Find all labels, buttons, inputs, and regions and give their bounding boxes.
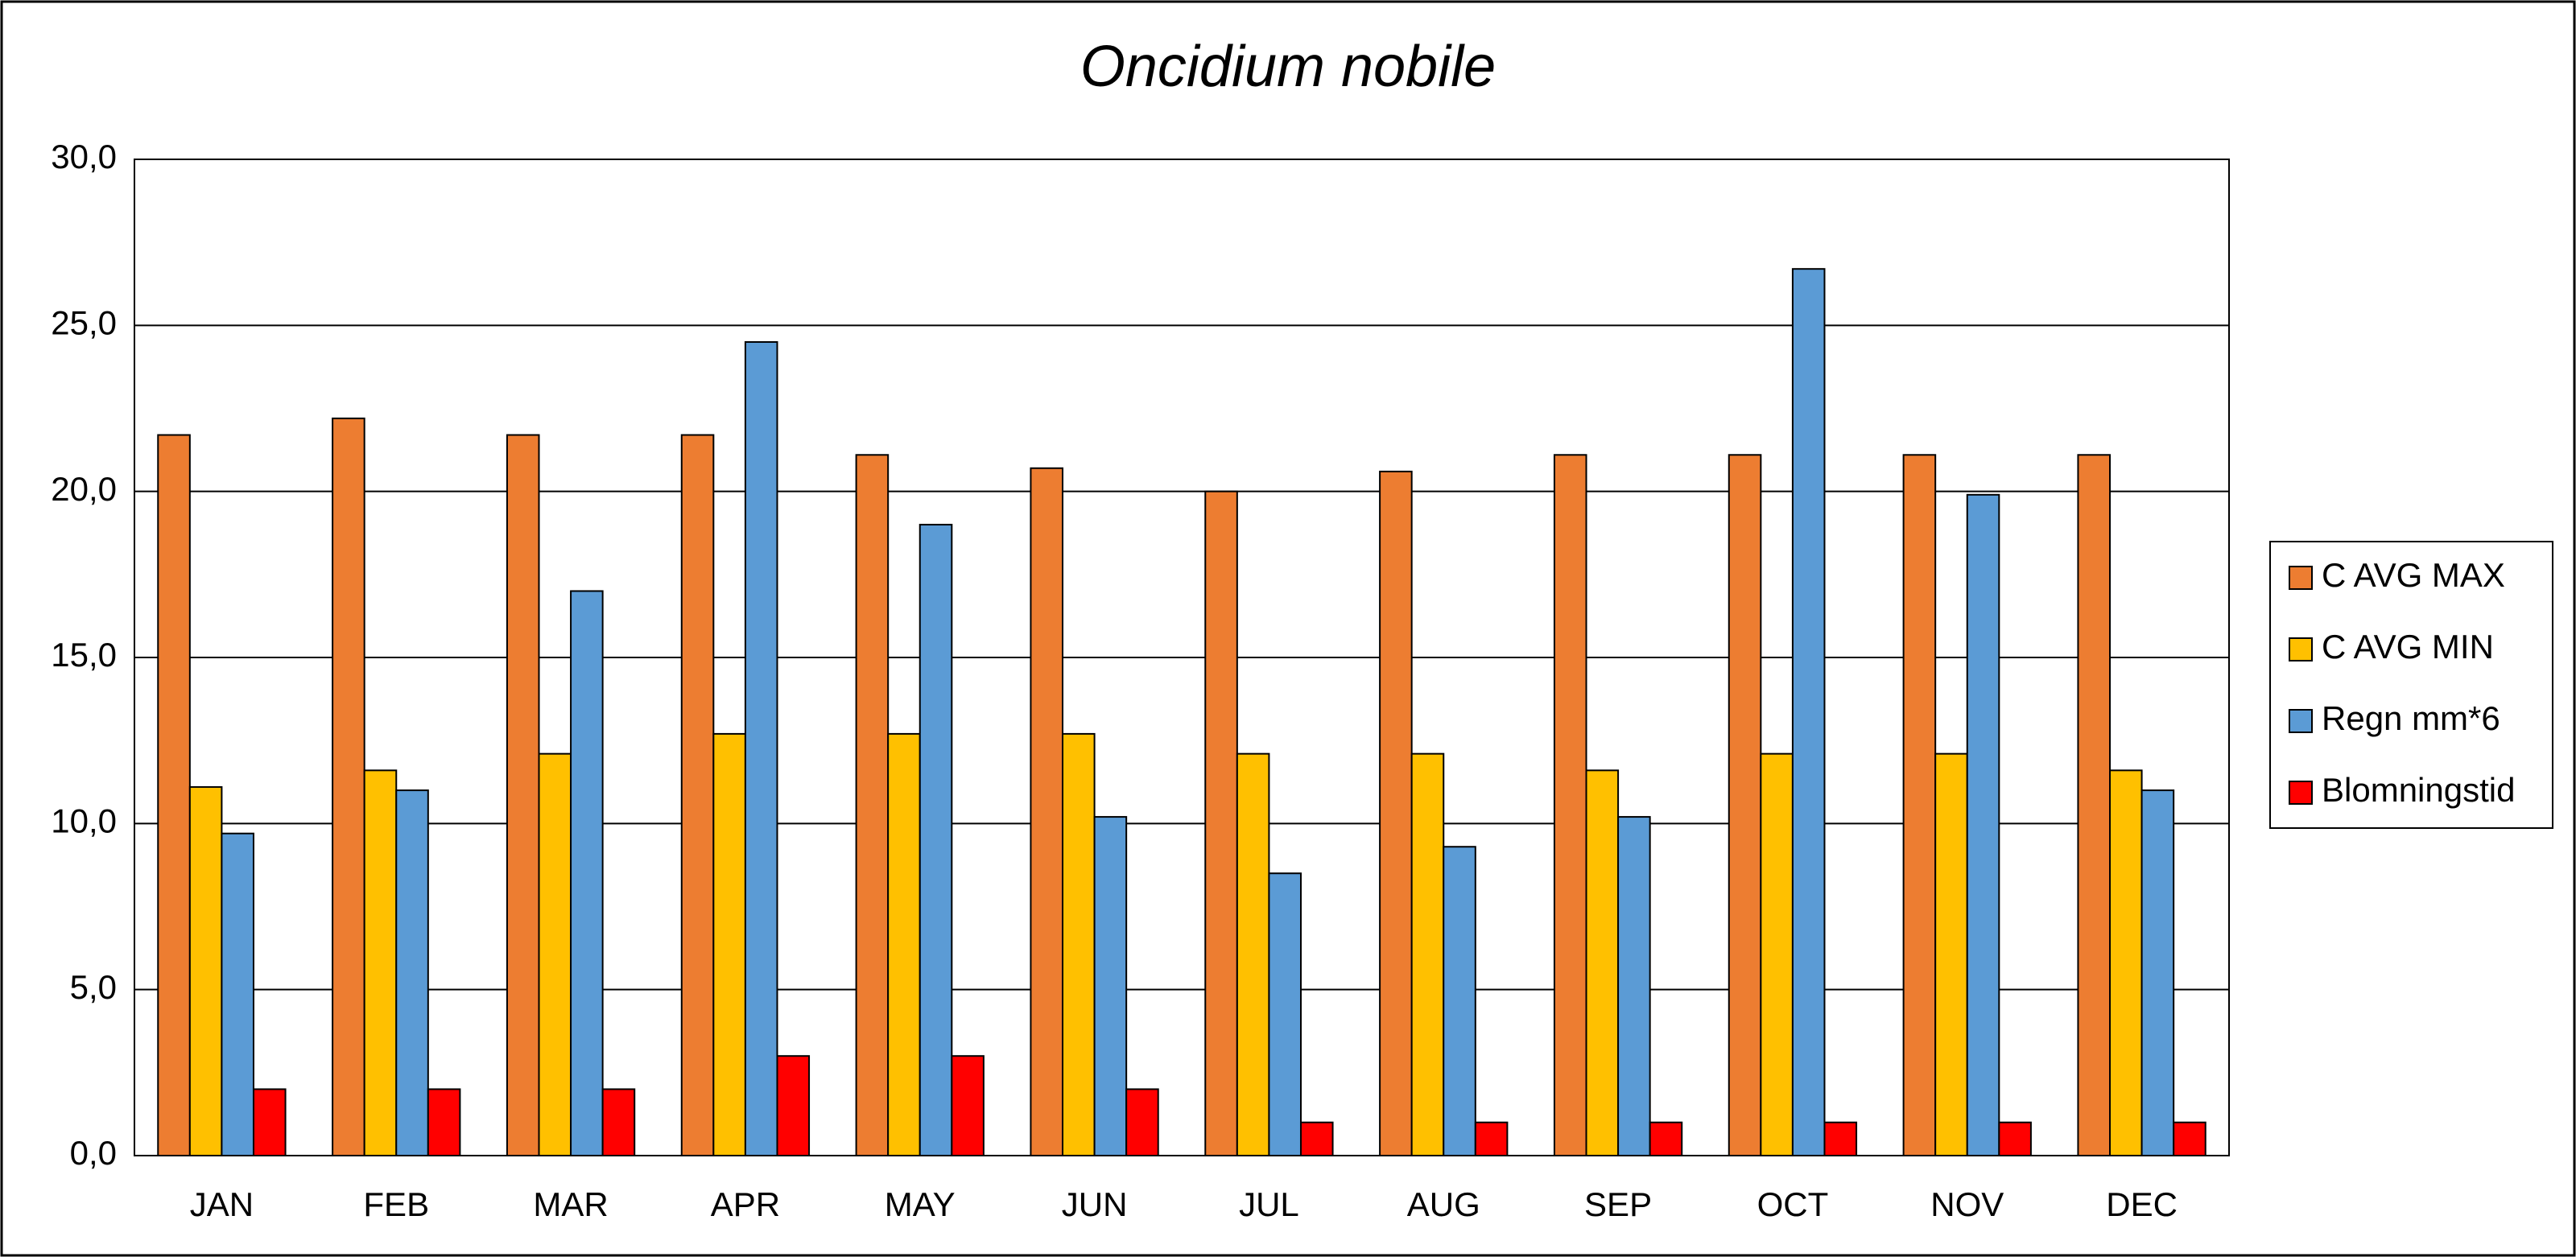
bar xyxy=(1443,846,1476,1156)
bar xyxy=(1760,752,1794,1156)
bar xyxy=(1791,268,1826,1156)
x-tick-label: NOV xyxy=(1930,1185,2004,1223)
y-tick-label: 10,0 xyxy=(51,802,117,839)
bar xyxy=(1823,1121,1858,1156)
x-tick-label: JAN xyxy=(190,1185,254,1223)
bar xyxy=(1617,816,1651,1157)
legend-label: C AVG MIN xyxy=(2322,628,2494,666)
bar xyxy=(221,832,254,1157)
x-tick-label: DEC xyxy=(2106,1185,2178,1223)
bar xyxy=(395,789,429,1156)
y-tick-label: 15,0 xyxy=(51,636,117,674)
bar xyxy=(855,454,890,1156)
x-tick-label: JUL xyxy=(1239,1185,1299,1223)
legend-label: Regn mm*6 xyxy=(2322,699,2500,737)
bar xyxy=(1204,490,1238,1156)
bar xyxy=(2173,1121,2207,1156)
bar xyxy=(951,1055,985,1156)
bar xyxy=(1649,1121,1683,1156)
bar xyxy=(1553,454,1587,1156)
bar xyxy=(1268,872,1302,1156)
legend-swatch xyxy=(2289,566,2313,590)
bar xyxy=(427,1088,461,1157)
bar xyxy=(1236,752,1270,1156)
bar xyxy=(506,434,540,1156)
bar xyxy=(776,1055,811,1156)
bar xyxy=(1585,769,1620,1156)
bar xyxy=(1030,467,1064,1156)
bar xyxy=(570,590,604,1156)
y-tick-label: 25,0 xyxy=(51,303,117,341)
x-tick-label: FEB xyxy=(363,1185,429,1223)
bar xyxy=(1728,454,1762,1156)
y-tick-label: 5,0 xyxy=(70,968,117,1006)
y-tick-label: 30,0 xyxy=(51,138,117,175)
legend-label: Blomningstid xyxy=(2322,771,2515,809)
bar xyxy=(1379,470,1413,1156)
bar xyxy=(1125,1088,1159,1157)
x-tick-label: MAY xyxy=(885,1185,956,1223)
bar xyxy=(601,1088,636,1157)
bar xyxy=(887,732,921,1156)
legend: C AVG MAX C AVG MIN Regn mm*6 Blomningstid xyxy=(2269,541,2553,829)
chart-title: Oncidium nobile xyxy=(1080,35,1496,99)
bar xyxy=(332,417,365,1156)
legend-box xyxy=(2269,541,2553,829)
bar xyxy=(2109,769,2143,1156)
x-tick-label: APR xyxy=(711,1185,780,1223)
bar xyxy=(1934,752,1968,1156)
bar xyxy=(1062,732,1096,1156)
bar xyxy=(2140,789,2175,1156)
bar xyxy=(1093,816,1128,1157)
x-tick-label: MAR xyxy=(533,1185,608,1223)
bar xyxy=(1966,493,2000,1156)
bar xyxy=(1998,1121,2032,1156)
y-tick-label: 0,0 xyxy=(70,1134,117,1172)
bar xyxy=(1902,454,1937,1156)
legend-swatch xyxy=(2289,781,2313,805)
x-tick-label: JUN xyxy=(1062,1185,1128,1223)
y-tick-label: 20,0 xyxy=(51,470,117,508)
bar xyxy=(363,769,398,1156)
bar xyxy=(1410,752,1445,1156)
x-tick-label: AUG xyxy=(1407,1185,1480,1223)
bar xyxy=(919,523,953,1156)
bar xyxy=(538,752,572,1156)
bar xyxy=(744,340,778,1156)
legend-swatch xyxy=(2289,709,2313,733)
bar xyxy=(157,434,191,1156)
bar xyxy=(2077,454,2112,1156)
legend-label: C AVG MAX xyxy=(2322,556,2505,594)
x-tick-label: SEP xyxy=(1584,1185,1652,1223)
legend-swatch xyxy=(2289,637,2313,661)
bar xyxy=(1299,1121,1334,1156)
bar xyxy=(712,732,746,1156)
bar xyxy=(252,1088,287,1157)
x-tick-label: OCT xyxy=(1757,1185,1829,1223)
bar xyxy=(1474,1121,1509,1156)
bar xyxy=(680,434,715,1156)
bar xyxy=(188,785,223,1156)
